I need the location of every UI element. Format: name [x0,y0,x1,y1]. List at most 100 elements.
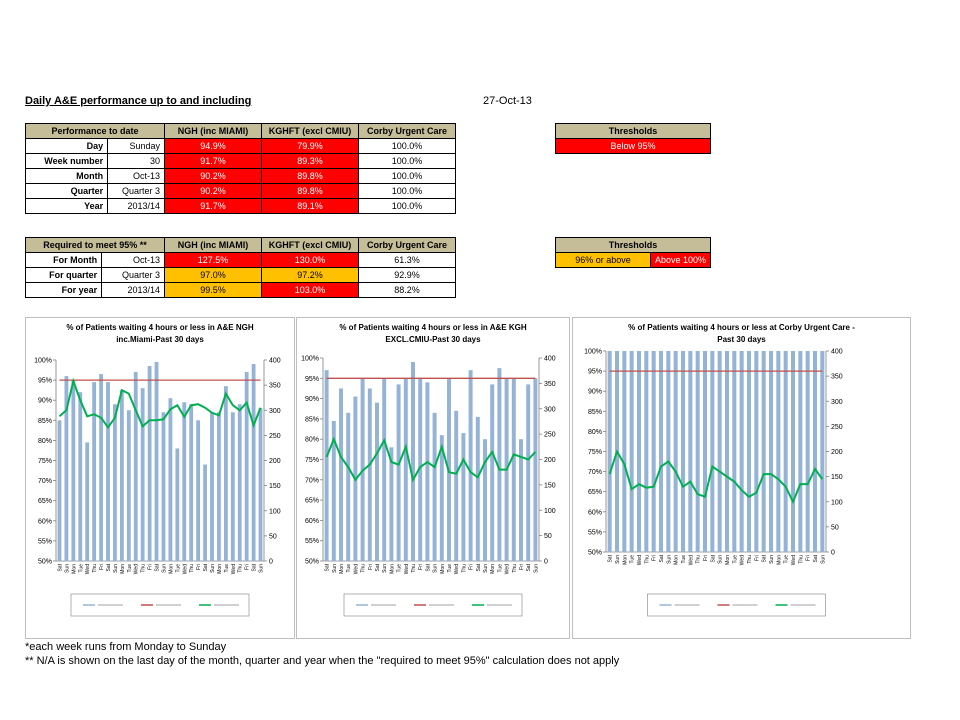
y-tick-label: 95% [305,376,319,383]
bar [140,388,145,561]
y-tick-label: 90% [305,396,319,403]
y-tick-label: 55% [588,529,602,536]
x-tick-label: Sun [433,564,439,573]
row-label: For year [24,282,103,298]
bar [375,402,379,561]
chart-title: % of Patients waiting 4 hours or less at… [628,323,855,332]
chart-kgh-svg: % of Patients waiting 4 hours or less in… [301,323,556,617]
required-table: Required to meet 95% ** NGH (inc MIAMI) … [24,237,456,298]
x-tick-label: Mon [389,564,395,574]
cell-corby: 100.0% [358,183,456,199]
bar [244,372,249,561]
cell-corby: 100.0% [358,138,456,154]
x-tick-label: Wed [182,564,188,574]
x-tick-label: Thu [461,564,467,573]
y2-tick-label: 50 [544,533,552,540]
y-tick-label: 75% [588,449,602,456]
y-tick-label: 100% [34,358,52,365]
x-tick-label: Thu [189,564,195,573]
y-tick-label: 60% [588,509,602,516]
y-tick-label: 85% [588,409,602,416]
bar [339,388,343,561]
y2-tick-label: 350 [544,381,556,388]
y2-tick-label: 100 [544,508,556,515]
bar [644,351,649,552]
y2-tick-label: 350 [269,383,281,390]
bar [812,351,818,552]
x-tick-label: Fri [245,564,251,570]
bar [403,378,408,561]
x-tick-label: Sun [259,564,265,573]
x-tick-label: Fri [99,564,105,570]
x-tick-label: Sat [526,563,532,571]
bar [237,404,242,561]
y2-tick-label: 300 [831,399,843,406]
bar [805,351,810,552]
x-tick-label: Thu [92,564,98,573]
x-tick-label: Sun [483,564,489,573]
cell-ngh: 99.5% [164,282,262,298]
row-period: 2013/14 [107,198,165,214]
cell-kgh: 103.0% [261,282,359,298]
row-period: Quarter 3 [101,267,165,283]
row-label: Year [24,198,109,214]
cell-ngh: 90.2% [164,168,262,184]
bar [217,412,221,561]
bar [680,351,686,552]
bar [85,442,90,561]
bar [99,374,103,561]
y-tick-label: 60% [38,518,52,525]
row-label: Day [24,138,109,154]
x-tick-label: Thu [512,564,518,573]
req-header-kgh: KGHFT (excl CMIU) [261,237,359,253]
thresholds-table-1: Thresholds Below 95% [555,123,711,154]
y2-tick-label: 150 [544,482,556,489]
y2-tick-label: 150 [269,483,281,490]
bar [210,412,214,561]
bar [425,382,430,561]
x-tick-label: Sat [57,563,63,571]
y2-tick-label: 300 [544,406,556,413]
perf-header-kgh: KGHFT (excl CMIU) [261,123,359,139]
bar [133,372,138,561]
bar [820,351,825,552]
x-tick-label: Wed [231,564,237,574]
bar [71,380,76,561]
cell-kgh: 79.9% [261,138,359,154]
chart-corby: % of Patients waiting 4 hours or less at… [572,317,911,639]
x-tick-label: Fri [196,564,202,570]
x-tick-label: Sat [106,563,112,571]
x-tick-label: Mon [168,564,174,574]
x-tick-label: Thu [747,555,753,564]
bar [629,351,634,552]
chart-kgh: % of Patients waiting 4 hours or less in… [296,317,570,639]
x-tick-label: Wed [85,564,91,574]
bar [168,398,173,561]
bar [92,382,97,561]
cell-corby: 100.0% [358,168,456,184]
bar [382,378,387,561]
line-series [58,377,262,430]
x-tick-label: Sat [710,554,716,562]
x-tick-label: Fri [806,555,812,561]
x-tick-label: Sun [718,555,724,564]
row-period: Quarter 3 [107,183,165,199]
table-row: Year 2013/14 91.7% 89.1% 100.0% [24,198,456,214]
bar [497,368,502,561]
y2-tick-label: 350 [831,374,843,381]
chart-ngh: % of Patients waiting 4 hours or less in… [25,317,295,639]
bar [622,351,627,552]
bar [251,364,256,561]
y-tick-label: 70% [305,477,319,484]
x-tick-label: Mon [217,564,223,574]
bar [688,351,693,552]
bar [78,392,83,561]
y2-tick-label: 0 [544,559,548,566]
row-period: 30 [107,153,165,169]
y2-tick-label: 250 [544,432,556,439]
x-tick-label: Mon [339,564,345,574]
chart-title: % of Patients waiting 4 hours or less in… [66,323,254,332]
x-tick-label: Thu [141,564,147,573]
x-tick-label: Sat [762,554,768,562]
y-tick-label: 55% [38,538,52,545]
